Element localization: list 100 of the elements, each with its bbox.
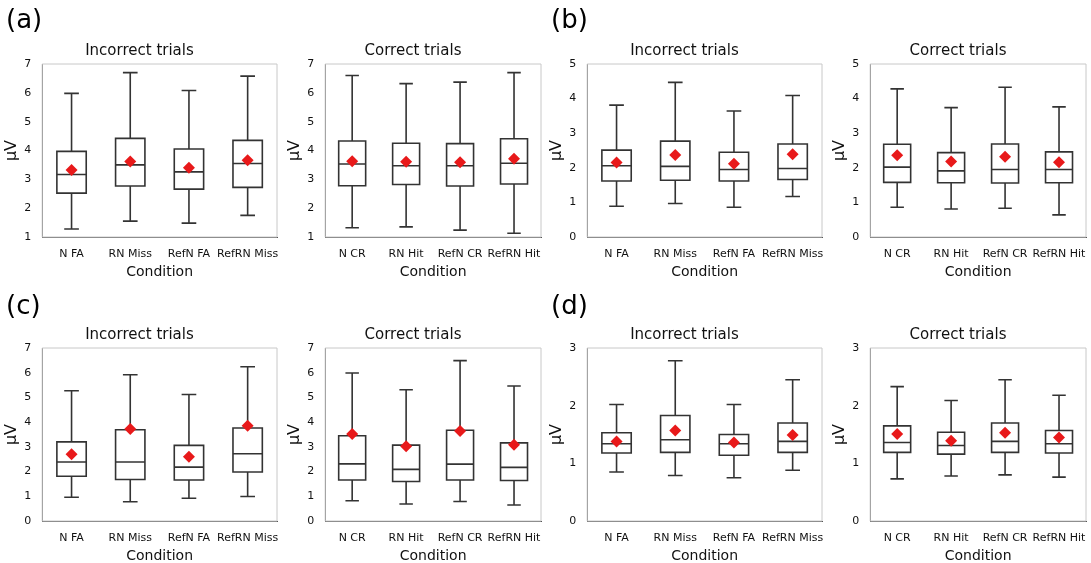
y-tick-label: 2 xyxy=(307,464,315,478)
x-axis-title: Condition xyxy=(944,263,1012,280)
y-tick-label: 3 xyxy=(569,340,577,354)
y-tick-label: 5 xyxy=(307,114,315,128)
x-tick-label: RefRN Hit xyxy=(487,247,542,261)
chart-title: Correct trials xyxy=(909,324,1007,343)
y-tick-label: 1 xyxy=(852,195,860,209)
y-tick-label: 6 xyxy=(307,365,315,379)
y-tick-label: 1 xyxy=(569,456,577,470)
y-tick-label: 2 xyxy=(852,398,860,412)
y-tick-label: 4 xyxy=(852,91,860,105)
y-tick-label: 0 xyxy=(852,513,860,527)
y-tick-label: 7 xyxy=(307,56,315,70)
x-tick-label: RefRN Miss xyxy=(762,247,824,261)
x-tick-label: N FA xyxy=(604,531,630,545)
y-tick-label: 1 xyxy=(569,195,577,209)
y-tick-label: 3 xyxy=(852,340,860,354)
y-tick-label: 2 xyxy=(569,160,577,174)
x-tick-label: N FA xyxy=(59,531,85,545)
y-tick-label: 3 xyxy=(307,172,315,186)
x-tick-label: N CR xyxy=(883,247,912,261)
x-tick-label: RefRN Miss xyxy=(217,247,279,261)
y-tick-label: 5 xyxy=(569,56,577,70)
y-tick-label: 5 xyxy=(24,390,32,404)
y-tick-label: 5 xyxy=(307,390,315,404)
text: (d) xyxy=(551,290,588,320)
x-tick-label: RefN FA xyxy=(712,247,756,261)
y-tick-label: 1 xyxy=(24,489,32,503)
y-tick-label: 4 xyxy=(307,143,315,157)
y-axis-title: µV xyxy=(545,139,565,162)
x-axis-title: Condition xyxy=(671,547,739,563)
x-axis-title: Condition xyxy=(399,263,467,280)
y-tick-label: 4 xyxy=(24,143,32,157)
chart-title: Correct trials xyxy=(909,40,1007,59)
y-axis-title: µV xyxy=(545,423,565,446)
x-tick-label: RefN FA xyxy=(167,247,211,261)
y-tick-label: 4 xyxy=(24,415,32,428)
x-axis-title: Condition xyxy=(399,547,467,563)
x-tick-label: RefN CR xyxy=(437,531,483,545)
x-tick-label: RN Hit xyxy=(933,247,970,261)
chart-title: Incorrect trials xyxy=(630,40,739,59)
chart-title: Correct trials xyxy=(364,40,462,59)
x-tick-label: RN Hit xyxy=(388,247,425,261)
y-axis-title: µV xyxy=(283,423,303,446)
y-tick-label: 6 xyxy=(307,85,315,99)
x-axis-title: Condition xyxy=(126,263,194,280)
x-tick-label: RefN CR xyxy=(437,247,483,261)
y-tick-label: 3 xyxy=(24,172,32,186)
x-tick-label: RN Miss xyxy=(653,531,698,545)
chart-title: Incorrect trials xyxy=(85,40,194,59)
chart-title: Correct trials xyxy=(364,324,462,343)
text: (b) xyxy=(551,4,588,34)
y-tick-label: 6 xyxy=(24,85,32,99)
x-tick-label: RN Hit xyxy=(933,531,970,545)
x-tick-label: N CR xyxy=(338,531,367,545)
y-tick-label: 5 xyxy=(852,56,860,70)
y-tick-label: 0 xyxy=(852,229,860,243)
y-tick-label: 0 xyxy=(307,513,315,527)
y-tick-label: 7 xyxy=(24,340,32,354)
y-axis-title: µV xyxy=(828,139,848,162)
y-tick-label: 6 xyxy=(24,365,32,379)
x-tick-label: N CR xyxy=(883,531,912,545)
x-axis-title: Condition xyxy=(126,547,194,563)
x-tick-label: RefN FA xyxy=(712,531,756,545)
y-tick-label: 4 xyxy=(307,415,315,428)
y-tick-label: 2 xyxy=(852,160,860,174)
x-tick-label: RefN CR xyxy=(982,247,1028,261)
x-tick-label: RN Miss xyxy=(108,247,153,261)
y-tick-label: 1 xyxy=(307,489,315,503)
x-tick-label: RefRN Miss xyxy=(762,531,824,545)
chart-title: Incorrect trials xyxy=(85,324,194,343)
x-tick-label: N FA xyxy=(59,247,85,261)
x-axis-title: Condition xyxy=(944,547,1012,563)
x-tick-label: RN Miss xyxy=(108,531,153,545)
x-tick-label: N CR xyxy=(338,247,367,261)
y-axis-title: µV xyxy=(0,139,20,162)
x-tick-label: N FA xyxy=(604,247,630,261)
x-axis-title: Condition xyxy=(671,263,739,280)
chart-title: Incorrect trials xyxy=(630,324,739,343)
text: (a) xyxy=(6,4,43,34)
x-tick-label: RefN FA xyxy=(167,531,211,545)
x-tick-label: RefN CR xyxy=(982,531,1028,545)
x-tick-label: RefRN Hit xyxy=(1032,531,1087,545)
y-tick-label: 2 xyxy=(24,464,32,478)
text: (c) xyxy=(6,290,41,320)
y-axis-title: µV xyxy=(283,139,303,162)
y-tick-label: 7 xyxy=(24,56,32,70)
y-axis-title: µV xyxy=(0,423,20,446)
y-tick-label: 2 xyxy=(569,398,577,412)
y-tick-label: 3 xyxy=(24,439,32,453)
x-tick-label: RN Hit xyxy=(388,531,425,545)
x-tick-label: RefRN Hit xyxy=(487,531,542,545)
y-axis-title: µV xyxy=(828,423,848,446)
y-tick-label: 1 xyxy=(307,229,315,243)
y-tick-label: 0 xyxy=(569,513,577,527)
y-tick-label: 1 xyxy=(24,229,32,243)
y-tick-label: 5 xyxy=(24,114,32,128)
y-tick-label: 7 xyxy=(307,340,315,354)
y-tick-label: 4 xyxy=(569,91,577,105)
x-tick-label: RefRN Hit xyxy=(1032,247,1087,261)
